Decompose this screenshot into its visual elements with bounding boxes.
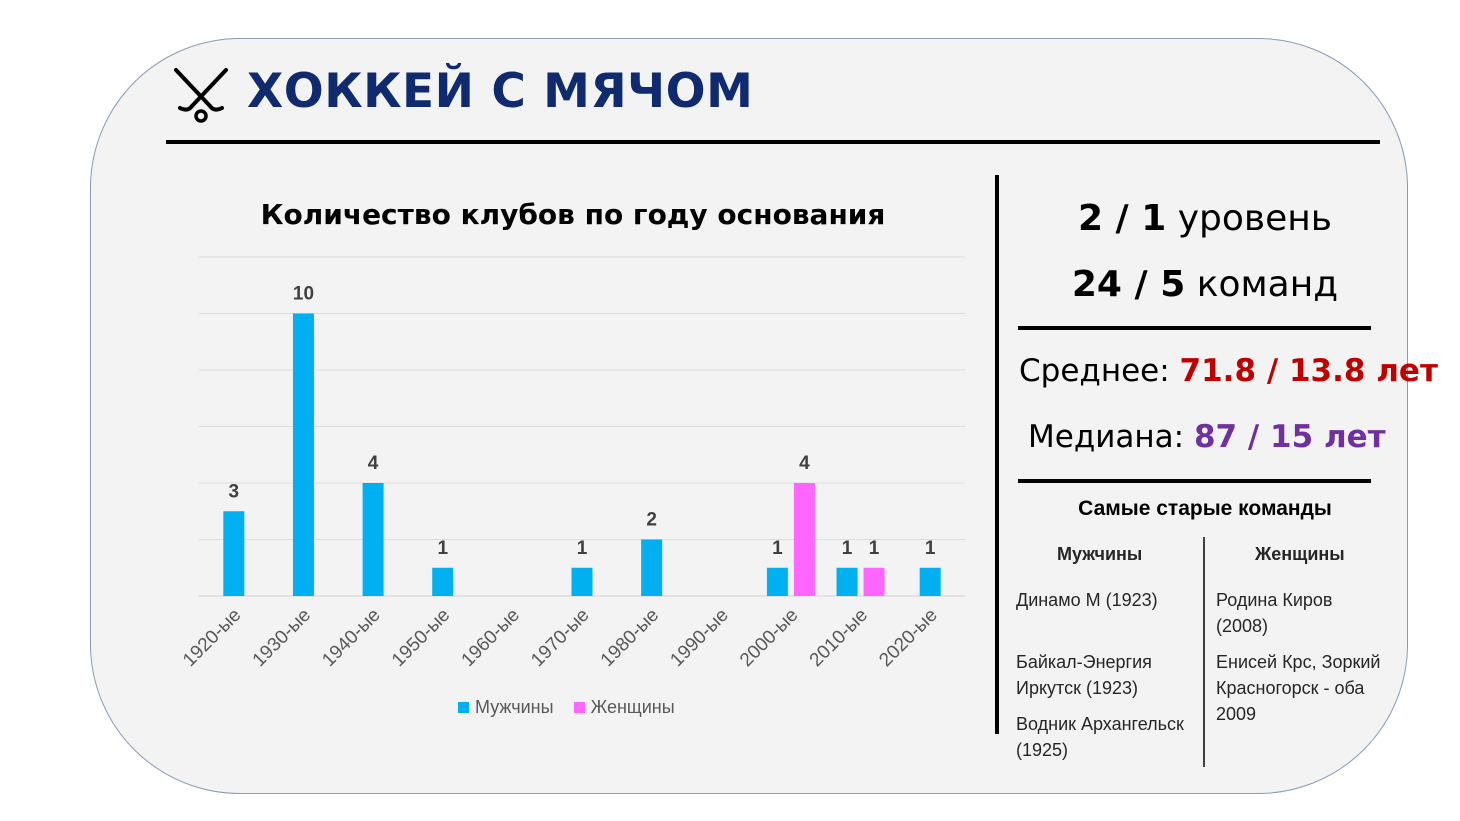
stat-median-label: Медиана: bbox=[1028, 419, 1185, 455]
stat-median: Медиана: 87 / 15 лет bbox=[1028, 419, 1386, 455]
bar-women-2000-ые bbox=[793, 483, 815, 596]
panel-divider bbox=[995, 175, 999, 734]
bar-women-2010-ые bbox=[863, 567, 885, 596]
stat-levels-value: 2 / 1 bbox=[1077, 198, 1167, 239]
oldest-teams-title: Самые старые команды bbox=[1078, 497, 1332, 520]
data-label: 10 bbox=[293, 284, 314, 305]
bar-men-2020-ые bbox=[919, 567, 941, 596]
page-title: ХОККЕЙ С МЯЧОМ bbox=[247, 64, 754, 119]
legend-swatch-women bbox=[573, 702, 585, 713]
data-label: 4 bbox=[368, 453, 379, 474]
crossed-hockey-sticks-icon bbox=[174, 68, 228, 123]
data-label: 1 bbox=[437, 538, 448, 559]
oldest-women-item: Родина Киров (2008) bbox=[1216, 590, 1333, 636]
oldest-men-header: Мужчины bbox=[1057, 544, 1143, 564]
stat-teams: 24 / 5 команд bbox=[1002, 264, 1408, 305]
bar-men-1980-ые bbox=[641, 539, 663, 596]
title-underline bbox=[166, 140, 1380, 144]
data-label: 4 bbox=[799, 453, 810, 474]
data-label: 2 bbox=[646, 510, 657, 531]
oldest-women-item: Енисей Крс, Зоркий Красногорск - оба 200… bbox=[1216, 652, 1381, 724]
stat-average-value: 71.8 / 13.8 лет bbox=[1179, 353, 1438, 389]
data-label: 1 bbox=[869, 538, 880, 559]
bar-men-1940-ые bbox=[362, 483, 384, 596]
stat-levels-label: уровень bbox=[1177, 198, 1333, 239]
data-label: 1 bbox=[577, 538, 588, 559]
stats-divider-1 bbox=[1018, 326, 1371, 330]
x-tick-label: 1920-ые bbox=[179, 605, 245, 671]
bar-men-1920-ые bbox=[223, 511, 245, 596]
bar-men-1930-ые bbox=[292, 313, 314, 596]
x-tick-label: 1950-ые bbox=[388, 605, 454, 671]
oldest-men-item: Байкал-Энергия Иркутск (1923) bbox=[1016, 652, 1152, 698]
bar-men-2000-ые bbox=[766, 567, 788, 596]
bar-men-1970-ые bbox=[571, 567, 593, 596]
oldest-men-item: Водник Архангельск (1925) bbox=[1016, 714, 1184, 760]
stat-levels: 2 / 1 уровень bbox=[1002, 198, 1408, 239]
legend-label-men: Мужчины bbox=[475, 697, 554, 717]
legend-item-women: Женщины bbox=[573, 697, 675, 718]
bar-men-1950-ые bbox=[432, 567, 454, 596]
stat-median-value: 87 / 15 лет bbox=[1193, 419, 1386, 455]
x-tick-label: 2020-ые bbox=[875, 605, 941, 671]
data-label: 1 bbox=[925, 538, 936, 559]
oldest-column-divider bbox=[1203, 537, 1205, 767]
legend-item-men: Мужчины bbox=[458, 697, 554, 718]
stat-average-label: Среднее: bbox=[1019, 353, 1170, 389]
x-tick-label: 2010-ые bbox=[806, 605, 872, 671]
bar-men-2010-ые bbox=[836, 567, 858, 596]
x-tick-label: 1970-ые bbox=[527, 605, 593, 671]
x-tick-label: 2000-ые bbox=[736, 605, 802, 671]
x-tick-label: 1940-ые bbox=[318, 605, 384, 671]
legend-label-women: Женщины bbox=[590, 697, 675, 717]
x-tick-label: 1930-ые bbox=[249, 605, 315, 671]
oldest-women-header: Женщины bbox=[1255, 544, 1345, 564]
stat-average: Среднее: 71.8 / 13.8 лет bbox=[1019, 353, 1438, 389]
data-label: 3 bbox=[229, 481, 240, 502]
stat-teams-label: команд bbox=[1196, 264, 1339, 305]
x-tick-label: 1980-ые bbox=[597, 605, 663, 671]
chart-legend: Мужчины Женщины bbox=[458, 697, 675, 718]
legend-swatch-men bbox=[458, 702, 469, 713]
data-label: 1 bbox=[772, 538, 783, 559]
stat-teams-value: 24 / 5 bbox=[1071, 264, 1186, 305]
x-tick-label: 1990-ые bbox=[666, 605, 732, 671]
data-label: 1 bbox=[842, 538, 853, 559]
x-tick-label: 1960-ые bbox=[458, 605, 524, 671]
chart-title: Количество клубов по году основания bbox=[260, 198, 886, 231]
oldest-men-item: Динамо М (1923) bbox=[1016, 590, 1158, 610]
stats-divider-2 bbox=[1018, 479, 1371, 483]
